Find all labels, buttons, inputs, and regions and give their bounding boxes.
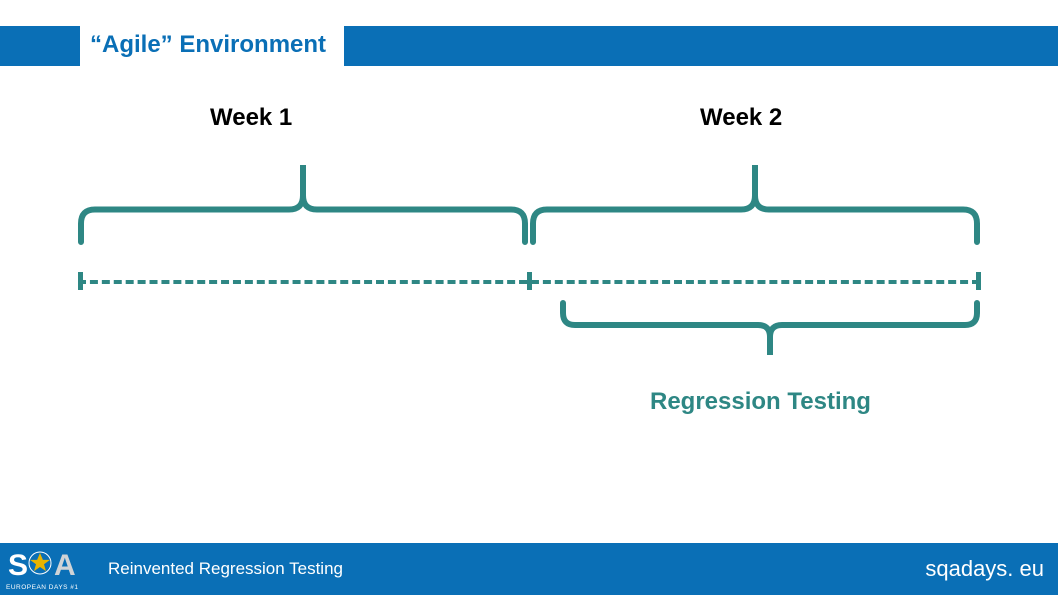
brace-regression	[560, 300, 980, 365]
logo-sqa: S A EUROPEAN DAYS #1	[0, 543, 90, 595]
brace-week-2	[530, 160, 980, 245]
brace-week-1	[78, 160, 528, 245]
svg-text:S: S	[8, 549, 28, 582]
label-week-1: Week 1	[210, 104, 292, 132]
footer-url: sqadays. eu	[925, 556, 1044, 582]
logo-tagline: EUROPEAN DAYS #1	[6, 584, 79, 591]
timeline-tick-start	[78, 272, 83, 290]
title-box: “Agile” Environment	[80, 20, 344, 70]
label-regression-testing: Regression Testing	[650, 388, 871, 416]
page-title: “Agile” Environment	[90, 31, 326, 59]
svg-text:A: A	[54, 549, 76, 582]
label-week-2: Week 2	[700, 104, 782, 132]
timeline-tick-end	[976, 272, 981, 290]
timeline-tick-mid	[527, 272, 532, 290]
slide: “Agile” Environment Week 1 Week 2 Regres…	[0, 0, 1058, 595]
footer-title: Reinvented Regression Testing	[108, 559, 343, 579]
footer-bar: S A EUROPEAN DAYS #1 Reinvented Regressi…	[0, 543, 1058, 595]
